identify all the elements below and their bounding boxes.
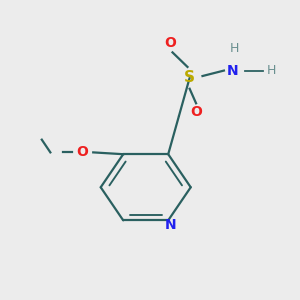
Text: O: O: [164, 36, 176, 50]
Text: N: N: [164, 218, 176, 232]
Text: O: O: [190, 105, 202, 119]
Text: S: S: [184, 70, 195, 85]
Text: N: N: [227, 64, 238, 78]
Text: H: H: [230, 42, 239, 55]
Text: O: O: [76, 146, 88, 159]
Text: H: H: [266, 64, 276, 77]
